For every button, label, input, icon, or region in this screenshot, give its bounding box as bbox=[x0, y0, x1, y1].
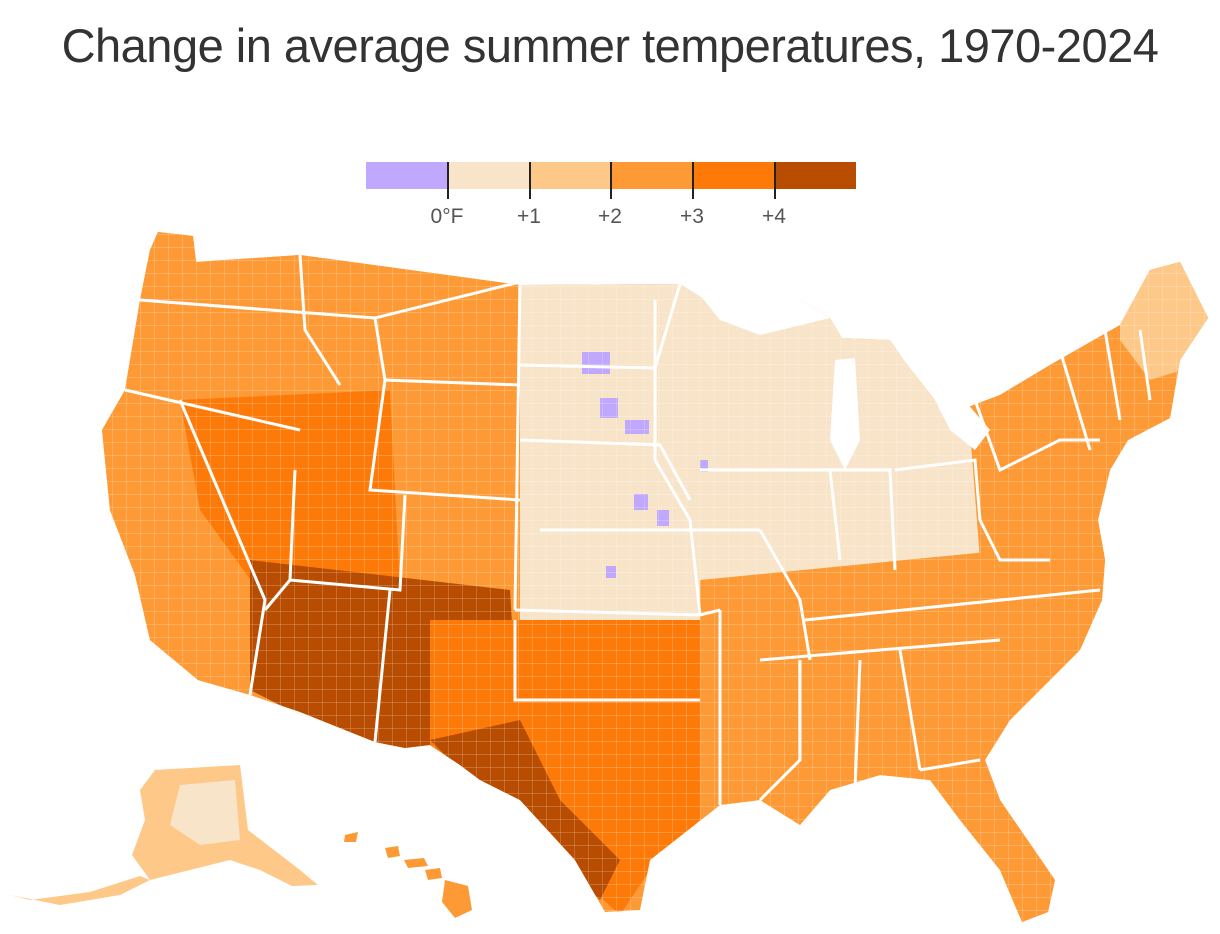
legend-swatch-below-0 bbox=[366, 162, 448, 189]
county-grid bbox=[102, 232, 1208, 922]
legend-swatch-1-2 bbox=[529, 162, 612, 189]
map-region bbox=[170, 780, 240, 845]
chart-title: Change in average summer temperatures, 1… bbox=[61, 19, 1159, 72]
legend-swatch-3-4 bbox=[692, 162, 775, 189]
legend-swatch-above-4 bbox=[774, 162, 857, 189]
legend-tick-mark bbox=[447, 162, 449, 199]
legend-tick-mark bbox=[610, 162, 612, 199]
legend-bar bbox=[366, 162, 857, 189]
map-region bbox=[10, 876, 150, 905]
color-legend: 0°F +1 +2 +3 +4 bbox=[366, 162, 857, 232]
lake-superior bbox=[700, 295, 830, 335]
map-region bbox=[344, 832, 358, 842]
map-region bbox=[442, 880, 472, 918]
map-region bbox=[404, 858, 428, 868]
us-county-map bbox=[10, 232, 1208, 922]
map-region bbox=[425, 868, 442, 880]
legend-tick-label: +3 bbox=[680, 205, 704, 228]
legend-tick-mark bbox=[692, 162, 694, 199]
lake-michigan bbox=[830, 358, 860, 470]
lake-huron bbox=[935, 395, 990, 450]
hawaii-islands bbox=[344, 832, 472, 918]
state-boundaries bbox=[124, 254, 1152, 805]
legend-tick-label: 0°F bbox=[430, 205, 464, 228]
legend-tick-label: +4 bbox=[762, 205, 786, 228]
legend-tick-mark bbox=[774, 162, 776, 199]
legend-tick-label: +1 bbox=[517, 205, 541, 228]
map-region bbox=[385, 846, 400, 858]
legend-tick-mark bbox=[529, 162, 531, 199]
legend-tick-label: +2 bbox=[598, 205, 622, 228]
legend-swatch-0-1 bbox=[447, 162, 530, 189]
legend-swatch-2-3 bbox=[611, 162, 693, 189]
